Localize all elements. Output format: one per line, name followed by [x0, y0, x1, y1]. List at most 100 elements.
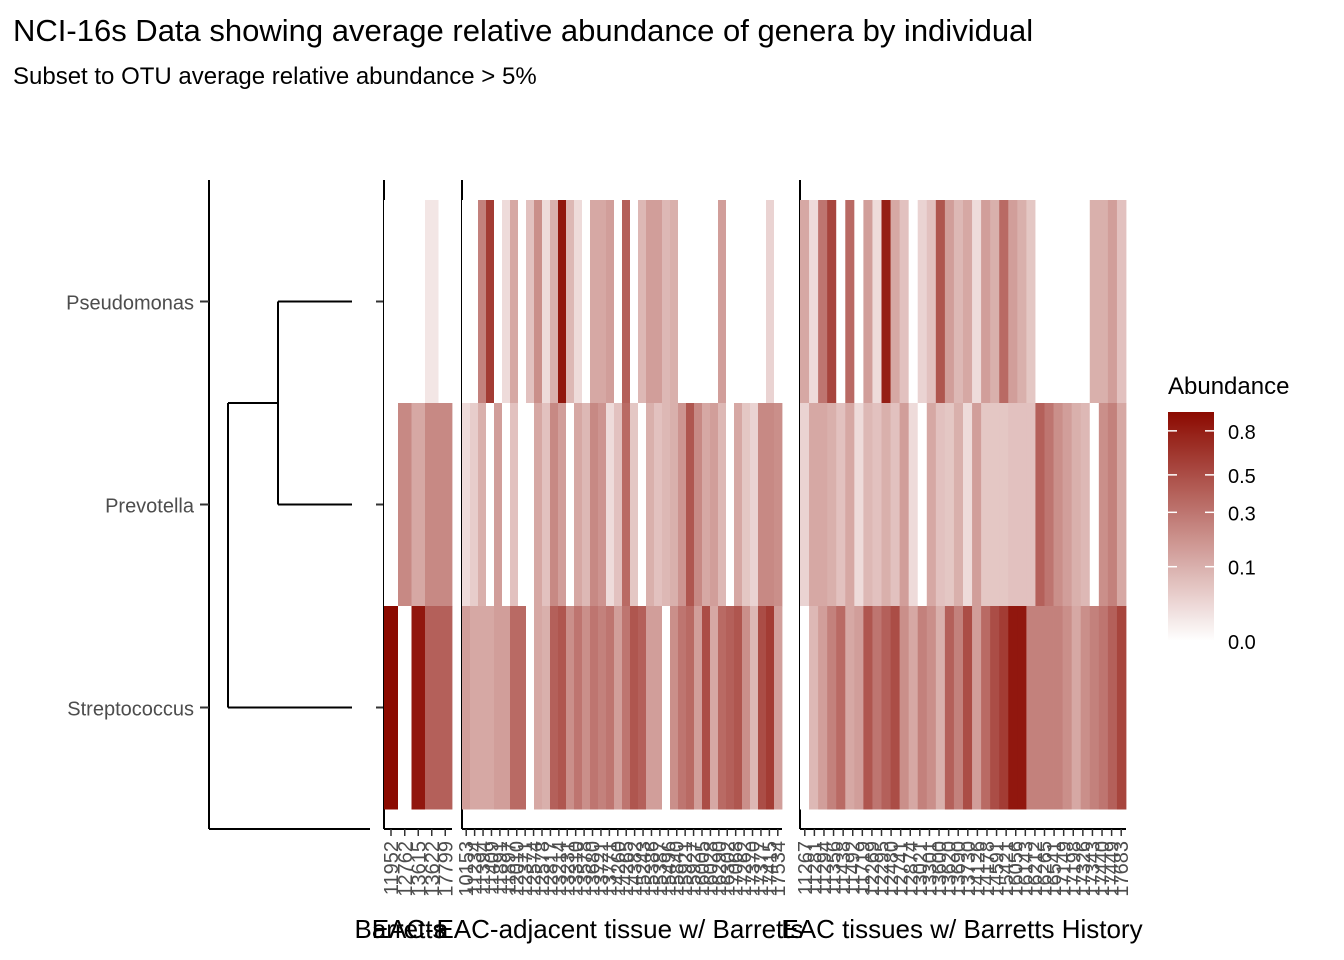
x-tick-label: 17534 [768, 841, 790, 897]
x-tick-label: 13622 [422, 841, 444, 897]
heatmap-cell [542, 200, 551, 404]
heatmap-cell [881, 200, 891, 404]
heatmap-cell [590, 200, 599, 404]
x-tick-label: 17377 [751, 841, 773, 897]
heatmap-cell [710, 403, 719, 607]
heatmap-cell [486, 403, 495, 607]
heatmap-cell [478, 403, 487, 607]
heatmap-cell [872, 606, 882, 810]
row-label: Streptococcus [67, 699, 194, 721]
heatmap-cell [526, 606, 535, 810]
heatmap-cell [606, 200, 615, 404]
heatmap-cell [526, 200, 535, 404]
x-tick-label: 11492 [843, 841, 865, 895]
heatmap-cell [1026, 403, 1036, 607]
x-tick-label: 13578 [574, 841, 596, 897]
heatmap-cell [662, 200, 671, 404]
heatmap-cell [534, 403, 543, 607]
x-tick-label: 11952 [381, 841, 403, 895]
heatmap-cell [827, 403, 837, 607]
row-label: Prevotella [105, 496, 195, 518]
heatmap-cell [917, 403, 928, 607]
x-tick-label: 13615 [408, 841, 430, 897]
heatmap-cell [622, 200, 631, 404]
heatmap-cell [502, 200, 511, 404]
heatmap-cell [1044, 200, 1054, 404]
heatmap-cell [774, 403, 783, 607]
heatmap-cell [1080, 200, 1091, 404]
heatmap-cell [734, 403, 743, 607]
x-tick-label: 16541 [1044, 841, 1066, 897]
heatmap-cell [990, 403, 1000, 607]
x-tick-label: 17149 [1054, 841, 1076, 897]
heatmap-cell [908, 200, 919, 404]
heatmap-cell [908, 606, 919, 810]
x-tick-label: 10153 [456, 841, 478, 897]
x-tick-label: 17683 [1111, 841, 1133, 897]
heatmap-cell [526, 403, 535, 607]
heatmap-cell [981, 403, 991, 607]
x-tick-label: 14178 [977, 841, 999, 897]
heatmap-cell [670, 403, 679, 607]
heatmap-cell [694, 403, 703, 607]
heatmap-cell [670, 606, 679, 810]
chart-title: NCI-16s Data showing average relative ab… [13, 13, 1033, 48]
heatmap-cell [438, 200, 453, 404]
heatmap-cell [510, 403, 519, 607]
x-tick-label: 16290 [709, 841, 731, 897]
heatmap-cell [462, 403, 471, 607]
heatmap-cell [1044, 606, 1054, 810]
legend-label: 0.1 [1228, 558, 1256, 580]
heatmap-cell [614, 606, 623, 810]
x-tick-label: 13214 [549, 841, 571, 897]
heatmap-cell [953, 403, 964, 607]
heatmap-cell [425, 403, 439, 607]
heatmap-cell [678, 606, 687, 810]
heatmap-cell [718, 200, 727, 404]
heatmap-cell [766, 200, 775, 404]
heatmap-cell [774, 606, 783, 810]
heatmap-cell [990, 606, 1000, 810]
heatmap-cell [1116, 200, 1127, 404]
heatmap-cell [574, 200, 583, 404]
heatmap-cell [542, 403, 551, 607]
heatmap-cell [718, 403, 727, 607]
heatmap-cell [881, 606, 891, 810]
heatmap-cell [750, 200, 759, 404]
heatmap-cell [999, 606, 1009, 810]
heatmap-cell [1107, 403, 1118, 607]
heatmap-cell [750, 606, 759, 810]
heatmap-cell [662, 606, 671, 810]
heatmap-cell [854, 403, 864, 607]
heatmap-cell [694, 200, 703, 404]
heatmap-cell [809, 606, 819, 810]
heatmap-cell [836, 606, 846, 810]
heatmap-cell [1107, 200, 1118, 404]
x-tick-label: 15387 [650, 841, 672, 897]
heatmap-cell [845, 200, 855, 404]
x-tick-label: 11294 [814, 841, 836, 895]
heatmap-cell [425, 200, 439, 404]
heatmap-cell [510, 606, 519, 810]
heatmap-cell [566, 606, 575, 810]
heatmap-cell [726, 403, 735, 607]
x-tick-label: 16005 [692, 841, 714, 897]
heatmap-cell [944, 403, 955, 607]
heatmap-cell [999, 403, 1009, 607]
heatmap-cell [1026, 606, 1036, 810]
x-tick-label: 14591 [987, 841, 1009, 897]
heatmap-cell [863, 200, 873, 404]
heatmap-cell [398, 606, 412, 810]
x-tick-label: 12010 [507, 841, 529, 897]
heatmap-cell [534, 200, 543, 404]
heatmap-cell [384, 200, 399, 404]
heatmap-cell [845, 606, 855, 810]
x-tick-label: 12269 [862, 841, 884, 897]
x-tick-label: 12817 [540, 841, 562, 897]
heatmap-cell [574, 403, 583, 607]
heatmap-cell [1089, 606, 1100, 810]
x-tick-label: 17415 [759, 841, 781, 897]
x-tick-label: 17068 [726, 841, 748, 897]
heatmap-cell [1080, 606, 1091, 810]
chart-subtitle: Subset to OTU average relative abundance… [13, 63, 537, 90]
